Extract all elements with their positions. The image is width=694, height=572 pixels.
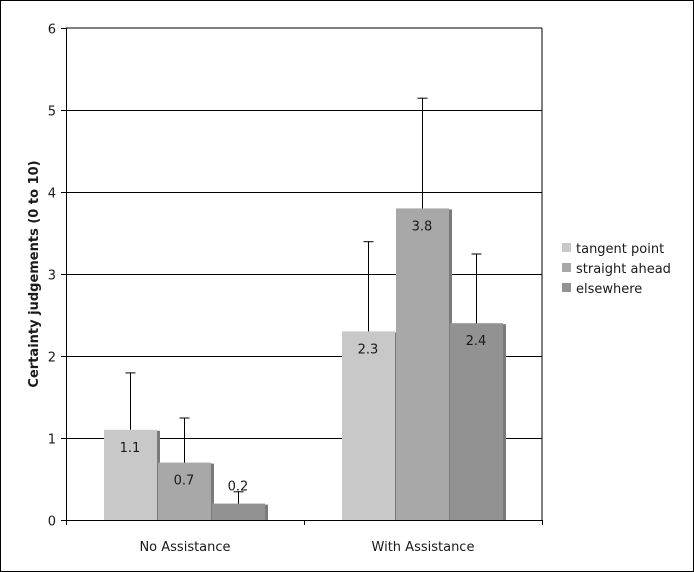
data-label: 2.3 bbox=[358, 342, 379, 357]
bar bbox=[396, 208, 449, 520]
legend-label: elsewhere bbox=[576, 282, 642, 297]
y-tick-label: 2 bbox=[48, 351, 56, 366]
data-label: 0.2 bbox=[228, 480, 249, 495]
data-label: 2.4 bbox=[466, 334, 487, 349]
axes bbox=[61, 28, 543, 525]
y-tick-label: 1 bbox=[48, 433, 56, 448]
y-tick-label: 5 bbox=[48, 105, 56, 120]
bar bbox=[104, 429, 157, 520]
x-category-label: With Assistance bbox=[372, 540, 475, 555]
legend-swatch bbox=[562, 243, 571, 252]
y-tick-label: 4 bbox=[48, 187, 56, 202]
bar bbox=[158, 462, 211, 520]
legend-swatch bbox=[562, 283, 571, 292]
legend-swatch bbox=[562, 263, 571, 272]
y-tick-label: 6 bbox=[48, 23, 56, 38]
y-tick-label: 3 bbox=[48, 269, 56, 284]
data-label: 0.7 bbox=[174, 474, 195, 489]
bars bbox=[104, 97, 506, 520]
legend: tangent point straight ahead elsewhere bbox=[562, 242, 671, 297]
bar bbox=[450, 323, 503, 520]
legend-label: straight ahead bbox=[576, 262, 671, 277]
gridlines bbox=[66, 27, 543, 520]
labels: 0 1 2 3 4 5 6 1.1 0.7 0.2 No Assistance 2.3 3.8 2.4 Wi… bbox=[48, 23, 487, 556]
legend-label: tangent point bbox=[576, 242, 664, 257]
y-tick-label: 0 bbox=[48, 515, 56, 530]
data-label: 1.1 bbox=[120, 441, 141, 456]
x-category-label: No Assistance bbox=[139, 540, 230, 555]
y-axis-title: Certainty judgements (0 to 10) bbox=[27, 160, 42, 387]
data-label: 3.8 bbox=[412, 219, 433, 234]
bar bbox=[342, 331, 395, 520]
bar bbox=[212, 503, 265, 520]
